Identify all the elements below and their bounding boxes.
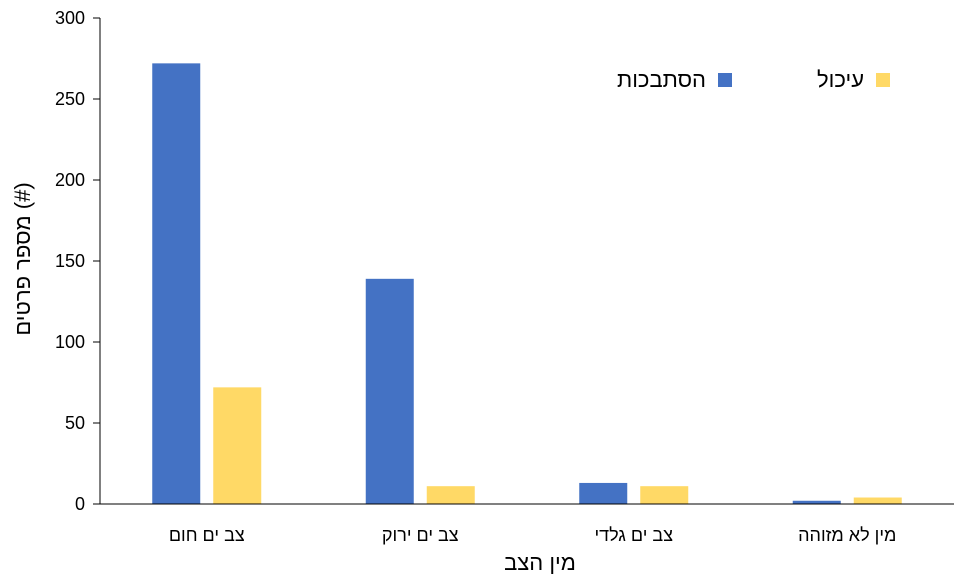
bar-ingestion-1 [426,486,475,504]
legend-swatch-ingestion [876,73,890,87]
legend: עיכול הסתבכות [617,67,890,92]
y-tick-label: 50 [65,413,85,433]
x-tick-label: מין לא מזוהה [798,525,896,545]
x-axis-tick-labels: צב ים חום צב ים ירוק צב ים גלדי מין לא מזוה… [169,525,897,545]
bar-entanglement-1 [365,278,414,504]
bar-ingestion-3 [853,497,902,504]
legend-swatch-entanglement [718,73,732,87]
y-tick-label: 300 [55,8,85,28]
x-axis-title: מין הצב [504,550,576,575]
bar-ingestion-0 [213,387,262,504]
y-tick-label: 150 [55,251,85,271]
legend-label-ingestion: עיכול [817,67,864,92]
y-tick-label: 100 [55,332,85,352]
bar-ingestion-2 [640,486,689,504]
y-axis-title: מספר פרטים (#) [10,182,35,335]
y-axis-ticks: 0 50 100 150 200 250 300 [55,8,100,514]
bar-entanglement-0 [152,63,201,505]
y-tick-label: 200 [55,170,85,190]
x-tick-label: צב ים גלדי [594,525,673,545]
x-tick-label: צב ים ירוק [382,525,459,545]
x-tick-label: צב ים חום [169,525,245,545]
y-tick-label: 250 [55,89,85,109]
bar-entanglement-3 [792,500,841,504]
bar-entanglement-2 [579,482,628,504]
bars [152,63,902,505]
legend-label-entanglement: הסתבכות [617,67,706,92]
y-tick-label: 0 [75,494,85,514]
